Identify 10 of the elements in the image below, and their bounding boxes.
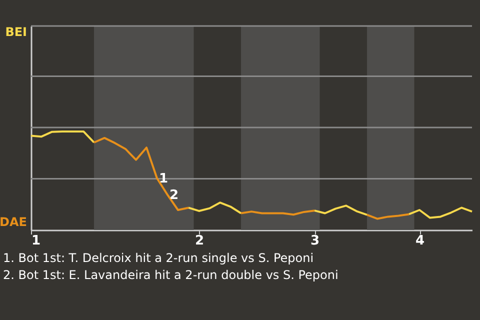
x-tick-label: 3 (310, 234, 320, 248)
text: DAE (0, 215, 27, 229)
annotation: 2 (170, 188, 179, 203)
x-tick-label: 2 (194, 234, 204, 248)
x-tick-label: 1 (32, 234, 41, 248)
x-tick-label: 4 (415, 234, 425, 248)
text: 1. Bot 1st: T. Delcroix hit a 2-run single vs S. Peponi (3, 251, 314, 265)
text: BEI (5, 25, 27, 39)
text: 2. Bot 1st: E. Lavandeira hit a 2-run double vs S. Peponi (3, 268, 338, 282)
annotation: 1 (159, 171, 168, 186)
